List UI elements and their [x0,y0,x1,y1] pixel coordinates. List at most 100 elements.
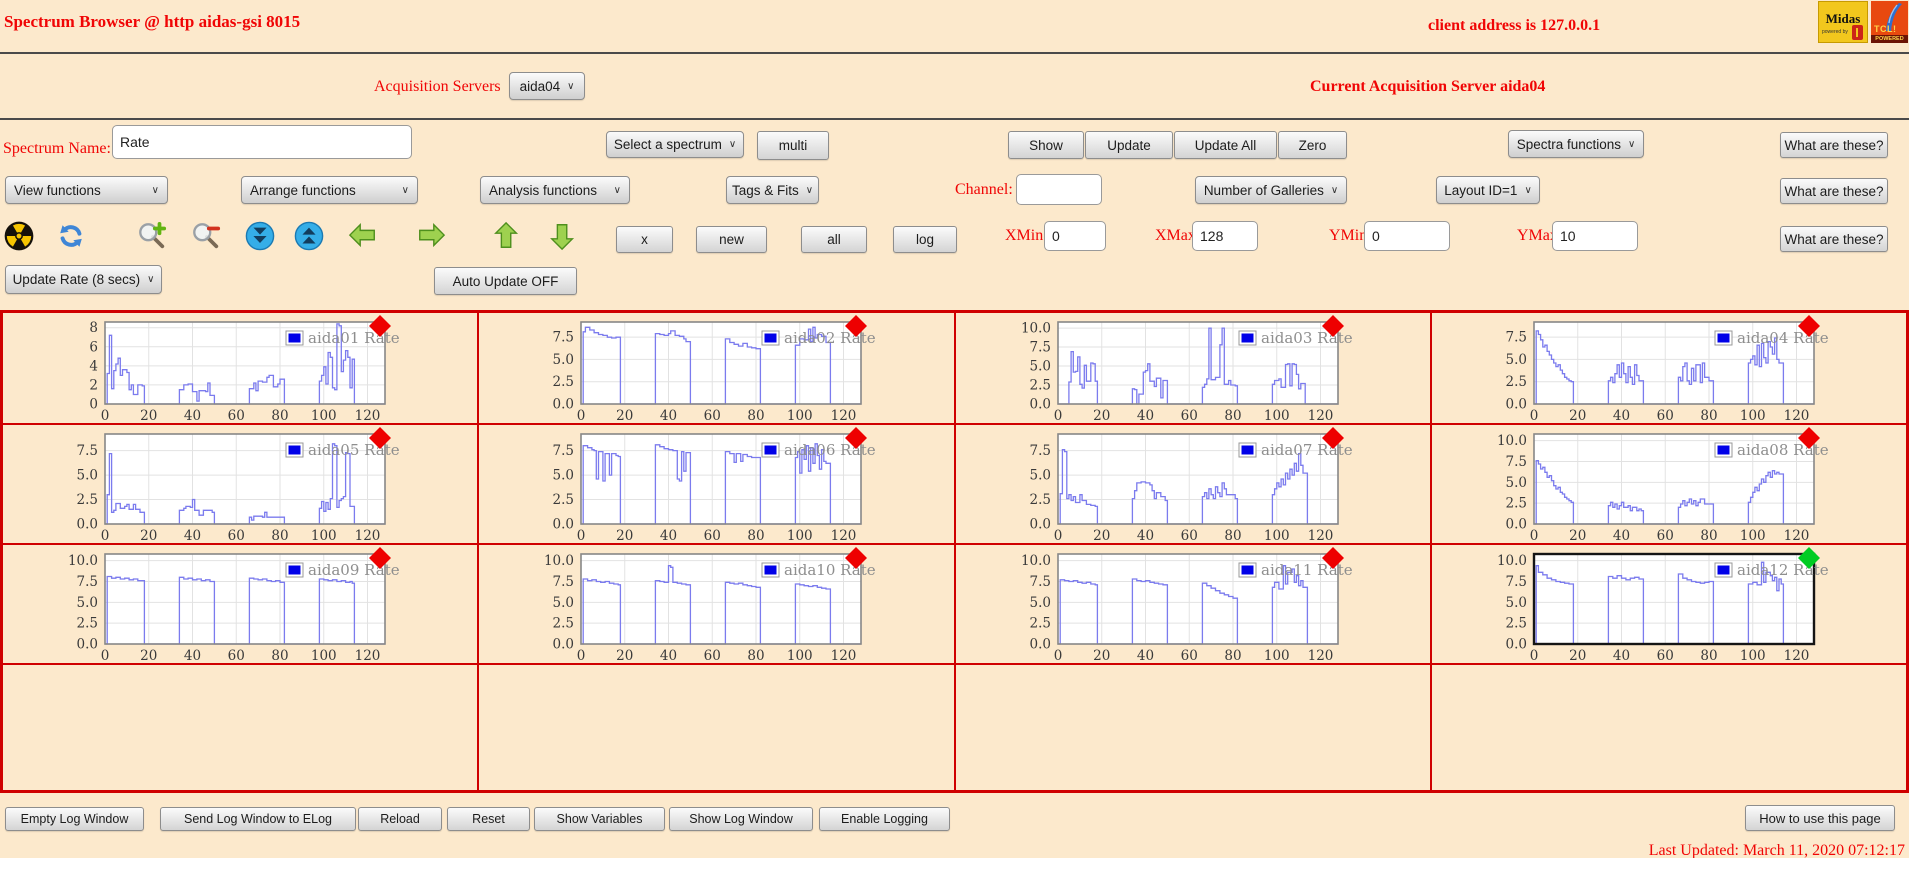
update-all-button[interactable]: Update All [1174,131,1277,159]
show-variables-button[interactable]: Show Variables [534,807,665,831]
spectrum-plot-12[interactable]: 0 20 40 60 80 100 120 0.0 2.5 5.0 7.5 10.0 aida12 Ra… [1434,546,1904,662]
gallery-cell-9[interactable]: 0 20 40 60 80 100 120 0.0 2.5 5.0 7.5 10.0 aida09 Ra… [2,544,479,664]
spectrum-plot-7[interactable]: 0 20 40 60 80 100 120 0.0 2.5 5.0 7.5 aida07 Rate [958,426,1428,542]
up-arrow-icon[interactable] [492,221,522,251]
svg-text:100: 100 [311,528,337,542]
svg-text:2.5: 2.5 [553,616,574,632]
gallery-cell-empty [478,664,955,791]
how-to-use-button[interactable]: How to use this page [1745,805,1895,831]
spectrum-name-input[interactable] [112,125,412,159]
gallery-cell-12[interactable]: 0 20 40 60 80 100 120 0.0 2.5 5.0 7.5 10.0 aida12 Ra… [1430,544,1907,664]
acquisition-server-select[interactable]: aida04 ∨ [509,72,585,100]
gallery-cell-7[interactable]: 0 20 40 60 80 100 120 0.0 2.5 5.0 7.5 aida07 Rate [954,424,1431,544]
refresh-icon[interactable] [56,221,86,251]
spectrum-plot-5[interactable]: 0 20 40 60 80 100 120 0.0 2.5 5.0 7.5 aida05 Rate [5,426,475,542]
status-diamond-red[interactable] [845,547,868,569]
spectrum-plot-10[interactable]: 0 20 40 60 80 100 120 0.0 2.5 5.0 7.5 10.0 aida10 Ra… [481,546,951,662]
forward-arrow-icon[interactable] [416,221,446,251]
spectrum-plot-1[interactable]: 0 20 40 60 80 100 120 0 2 4 6 8 aida01 Rate [5,314,475,422]
gallery-cell-1[interactable]: 0 20 40 60 80 100 120 0 2 4 6 8 aida01 Rate [2,312,479,424]
spectrum-plot-2[interactable]: 0 20 40 60 80 100 120 0.0 2.5 5.0 7.5 aida02 Rate [481,314,951,422]
what-are-these-button-spectra[interactable]: What are these? [1780,132,1888,158]
svg-text:40: 40 [660,528,677,542]
enable-logging-button[interactable]: Enable Logging [819,807,950,831]
svg-text:10.0: 10.0 [1021,553,1051,569]
show-log-window-button[interactable]: Show Log Window [669,807,813,831]
gallery-cell-8[interactable]: 0 20 40 60 80 100 120 0.0 2.5 5.0 7.5 10.0 aida08 Ra… [1430,424,1907,544]
scroll-up-icon[interactable] [294,221,324,251]
all-button[interactable]: all [801,226,867,253]
show-button[interactable]: Show [1008,131,1084,159]
status-diamond-red[interactable] [1797,315,1820,337]
spectrum-plot-3[interactable]: 0 20 40 60 80 100 120 0.0 2.5 5.0 7.5 10.0 aida03 Ra… [958,314,1428,422]
down-arrow-icon[interactable] [548,221,578,251]
svg-text:5.0: 5.0 [1029,468,1050,484]
select-spectrum-dropdown[interactable]: Select a spectrum ∨ [606,131,744,158]
arrange-functions-dropdown[interactable]: Arrange functions ∨ [241,176,418,204]
spectrum-plot-6[interactable]: 0 20 40 60 80 100 120 0.0 2.5 5.0 7.5 aida06 Rate [481,426,951,542]
log-button[interactable]: log [893,226,957,253]
midas-emblem-icon [1852,25,1863,40]
status-diamond-red[interactable] [845,427,868,449]
scroll-down-icon[interactable] [245,221,275,251]
status-diamond-red[interactable] [1321,427,1344,449]
legend-swatch [1241,445,1254,455]
update-button[interactable]: Update [1085,131,1173,159]
view-functions-dropdown[interactable]: View functions ∨ [5,176,168,204]
gallery-cell-10[interactable]: 0 20 40 60 80 100 120 0.0 2.5 5.0 7.5 10.0 aida10 Ra… [478,544,955,664]
what-are-these-button-toolbar[interactable]: What are these? [1780,226,1888,252]
channel-input[interactable] [1016,174,1102,205]
ymin-input[interactable] [1364,221,1450,251]
spectrum-plot-8[interactable]: 0 20 40 60 80 100 120 0.0 2.5 5.0 7.5 10.0 aida08 Ra… [1434,426,1904,542]
layout-id-dropdown[interactable]: Layout ID=1 ∨ [1436,176,1540,204]
status-diamond-red[interactable] [845,315,868,337]
send-log-to-elog-button[interactable]: Send Log Window to ELog [160,807,356,831]
update-rate-dropdown[interactable]: Update Rate (8 secs) ∨ [5,265,162,294]
svg-text:10.0: 10.0 [1021,321,1051,337]
new-button[interactable]: new [696,226,767,253]
status-diamond-red[interactable] [369,427,392,449]
empty-log-window-button[interactable]: Empty Log Window [5,807,144,831]
auto-update-button[interactable]: Auto Update OFF [434,267,577,295]
x-axis-button[interactable]: x [616,226,673,253]
radiation-icon[interactable] [4,221,34,251]
current-server-text: Current Acquisition Server aida04 [1310,78,1546,95]
spectrum-plot-11[interactable]: 0 20 40 60 80 100 120 0.0 2.5 5.0 7.5 10.0 aida11 Ra… [958,546,1428,662]
acquisition-servers-label: Acquisition Servers [374,78,501,95]
status-diamond-red[interactable] [369,547,392,569]
tags-fits-dropdown[interactable]: Tags & Fits ∨ [726,176,819,204]
svg-text:7.5: 7.5 [77,574,98,590]
gallery-cell-3[interactable]: 0 20 40 60 80 100 120 0.0 2.5 5.0 7.5 10.0 aida03 Ra… [954,312,1431,424]
ymax-input[interactable] [1552,221,1638,251]
svg-text:2.5: 2.5 [1029,616,1050,632]
gallery-cell-6[interactable]: 0 20 40 60 80 100 120 0.0 2.5 5.0 7.5 aida06 Rate [478,424,955,544]
svg-text:120: 120 [1307,528,1333,542]
reload-button[interactable]: Reload [358,807,442,831]
spectrum-plot-4[interactable]: 0 20 40 60 80 100 120 0.0 2.5 5.0 7.5 aida04 Rate [1434,314,1904,422]
gallery-cell-4[interactable]: 0 20 40 60 80 100 120 0.0 2.5 5.0 7.5 aida04 Rate [1430,312,1907,424]
xmax-input[interactable] [1192,221,1258,251]
status-diamond-red[interactable] [369,315,392,337]
zoom-in-icon[interactable] [137,221,167,251]
spectrum-plot-9[interactable]: 0 20 40 60 80 100 120 0.0 2.5 5.0 7.5 10.0 aida09 Ra… [5,546,475,662]
gallery-cell-5[interactable]: 0 20 40 60 80 100 120 0.0 2.5 5.0 7.5 aida05 Rate [2,424,479,544]
status-diamond-red[interactable] [1321,547,1344,569]
gallery-cell-11[interactable]: 0 20 40 60 80 100 120 0.0 2.5 5.0 7.5 10.0 aida11 Ra… [954,544,1431,664]
svg-text:0: 0 [1053,408,1062,422]
spectra-functions-dropdown[interactable]: Spectra functions ∨ [1508,130,1644,158]
gallery-cell-2[interactable]: 0 20 40 60 80 100 120 0.0 2.5 5.0 7.5 aida02 Rate [478,312,955,424]
back-arrow-icon[interactable] [348,221,378,251]
legend-label: aida01 Rate [308,329,400,347]
status-diamond-red[interactable] [1321,315,1344,337]
status-diamond-green[interactable] [1797,547,1820,569]
status-diamond-red[interactable] [1797,427,1820,449]
channel-label: Channel: [955,181,1013,198]
zoom-out-icon[interactable] [191,221,221,251]
xmin-input[interactable] [1044,221,1106,251]
analysis-functions-dropdown[interactable]: Analysis functions ∨ [480,176,630,204]
zero-button[interactable]: Zero [1278,131,1347,159]
what-are-these-button-functions[interactable]: What are these? [1780,178,1888,204]
multi-button[interactable]: multi [757,131,829,160]
number-of-galleries-dropdown[interactable]: Number of Galleries ∨ [1195,176,1347,204]
reset-button[interactable]: Reset [447,807,530,831]
